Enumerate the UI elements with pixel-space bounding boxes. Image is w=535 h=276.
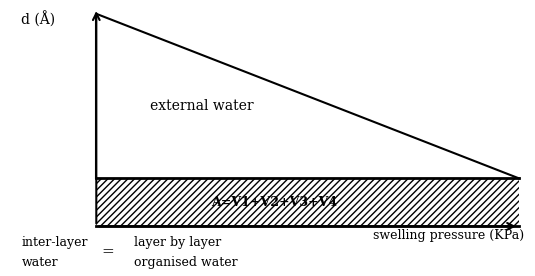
Text: =: = [102, 246, 114, 259]
Text: A=V1+V2+V3+V4: A=V1+V2+V3+V4 [211, 196, 337, 209]
Bar [96, 178, 519, 226]
Text: organised water: organised water [134, 256, 238, 269]
Text: swelling pressure (KPa): swelling pressure (KPa) [373, 229, 524, 242]
Text: inter-layer: inter-layer [21, 236, 88, 250]
Text: water: water [21, 256, 58, 269]
Text: external water: external water [150, 99, 254, 113]
Text: d (Å): d (Å) [21, 11, 56, 27]
Text: layer by layer: layer by layer [134, 236, 221, 250]
